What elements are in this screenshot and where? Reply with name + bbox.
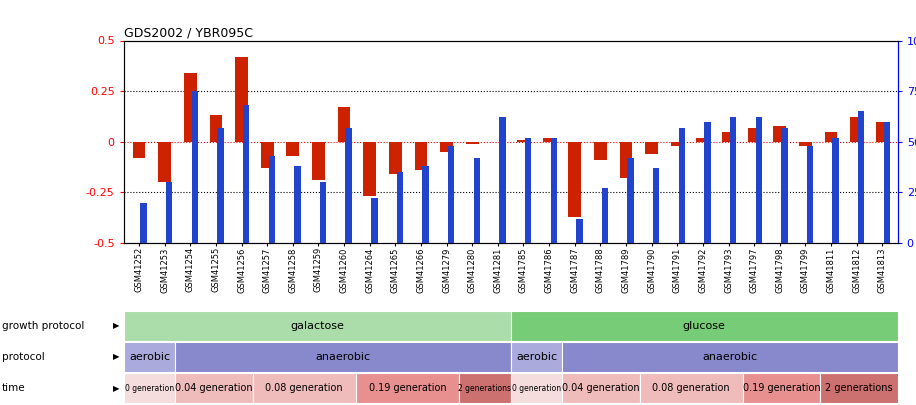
Text: 0.19 generation: 0.19 generation: [368, 383, 446, 393]
Text: galactose: galactose: [290, 321, 344, 331]
Bar: [422, 166, 429, 243]
Bar: [876, 122, 889, 142]
Bar: [833, 138, 839, 243]
Text: 2 generations: 2 generations: [458, 384, 511, 393]
Bar: [261, 142, 274, 168]
Text: aerobic: aerobic: [129, 352, 170, 362]
Text: 0 generation: 0 generation: [125, 384, 174, 393]
Bar: [517, 140, 529, 142]
Bar: [345, 128, 352, 243]
Bar: [133, 142, 146, 158]
Bar: [747, 128, 760, 142]
Bar: [184, 73, 197, 142]
Bar: [807, 146, 813, 243]
Bar: [268, 156, 275, 243]
Bar: [415, 142, 428, 170]
Bar: [525, 138, 531, 243]
Bar: [287, 142, 300, 156]
Bar: [696, 138, 709, 142]
Bar: [499, 117, 506, 243]
Bar: [773, 126, 786, 142]
Text: 2 generations: 2 generations: [825, 383, 893, 393]
Text: 0.04 generation: 0.04 generation: [562, 383, 639, 393]
Bar: [371, 198, 377, 243]
Bar: [619, 142, 632, 178]
Bar: [799, 142, 812, 146]
Bar: [389, 142, 402, 174]
Text: growth protocol: growth protocol: [2, 321, 84, 331]
Bar: [884, 122, 890, 243]
Bar: [320, 182, 326, 243]
Bar: [397, 172, 403, 243]
Bar: [645, 142, 658, 154]
Bar: [756, 117, 762, 243]
Bar: [243, 105, 249, 243]
Bar: [627, 158, 634, 243]
Text: 0.19 generation: 0.19 generation: [743, 383, 821, 393]
Text: anaerobic: anaerobic: [315, 352, 371, 362]
Bar: [474, 158, 480, 243]
Bar: [568, 142, 581, 217]
Bar: [542, 138, 555, 142]
Text: glucose: glucose: [682, 321, 725, 331]
Text: 0.08 generation: 0.08 generation: [652, 383, 730, 393]
Bar: [364, 142, 376, 196]
Bar: [210, 115, 223, 142]
Bar: [466, 142, 479, 144]
Text: aerobic: aerobic: [516, 352, 557, 362]
Bar: [704, 122, 711, 243]
Bar: [679, 128, 685, 243]
Bar: [824, 132, 837, 142]
Text: 0.04 generation: 0.04 generation: [175, 383, 253, 393]
Bar: [653, 168, 660, 243]
Text: protocol: protocol: [2, 352, 45, 362]
Bar: [166, 182, 172, 243]
Text: GDS2002 / YBR095C: GDS2002 / YBR095C: [124, 26, 253, 39]
Bar: [312, 142, 325, 180]
Bar: [594, 142, 606, 160]
Text: anaerobic: anaerobic: [703, 352, 758, 362]
Bar: [338, 107, 351, 142]
Bar: [158, 142, 171, 182]
Bar: [191, 91, 198, 243]
Bar: [730, 117, 736, 243]
Bar: [671, 142, 683, 146]
Bar: [441, 142, 453, 152]
Text: 0.08 generation: 0.08 generation: [266, 383, 344, 393]
Bar: [235, 57, 248, 142]
Bar: [448, 146, 454, 243]
Bar: [858, 111, 865, 243]
Bar: [576, 219, 583, 243]
Text: 0 generation: 0 generation: [512, 384, 561, 393]
Bar: [850, 117, 863, 142]
Bar: [140, 202, 147, 243]
Bar: [294, 166, 300, 243]
Bar: [551, 138, 557, 243]
Bar: [217, 128, 224, 243]
Text: ▶: ▶: [113, 352, 119, 362]
Text: ▶: ▶: [113, 384, 119, 393]
Bar: [781, 128, 788, 243]
Bar: [602, 188, 608, 243]
Text: time: time: [2, 383, 26, 393]
Text: ▶: ▶: [113, 321, 119, 330]
Bar: [722, 132, 735, 142]
